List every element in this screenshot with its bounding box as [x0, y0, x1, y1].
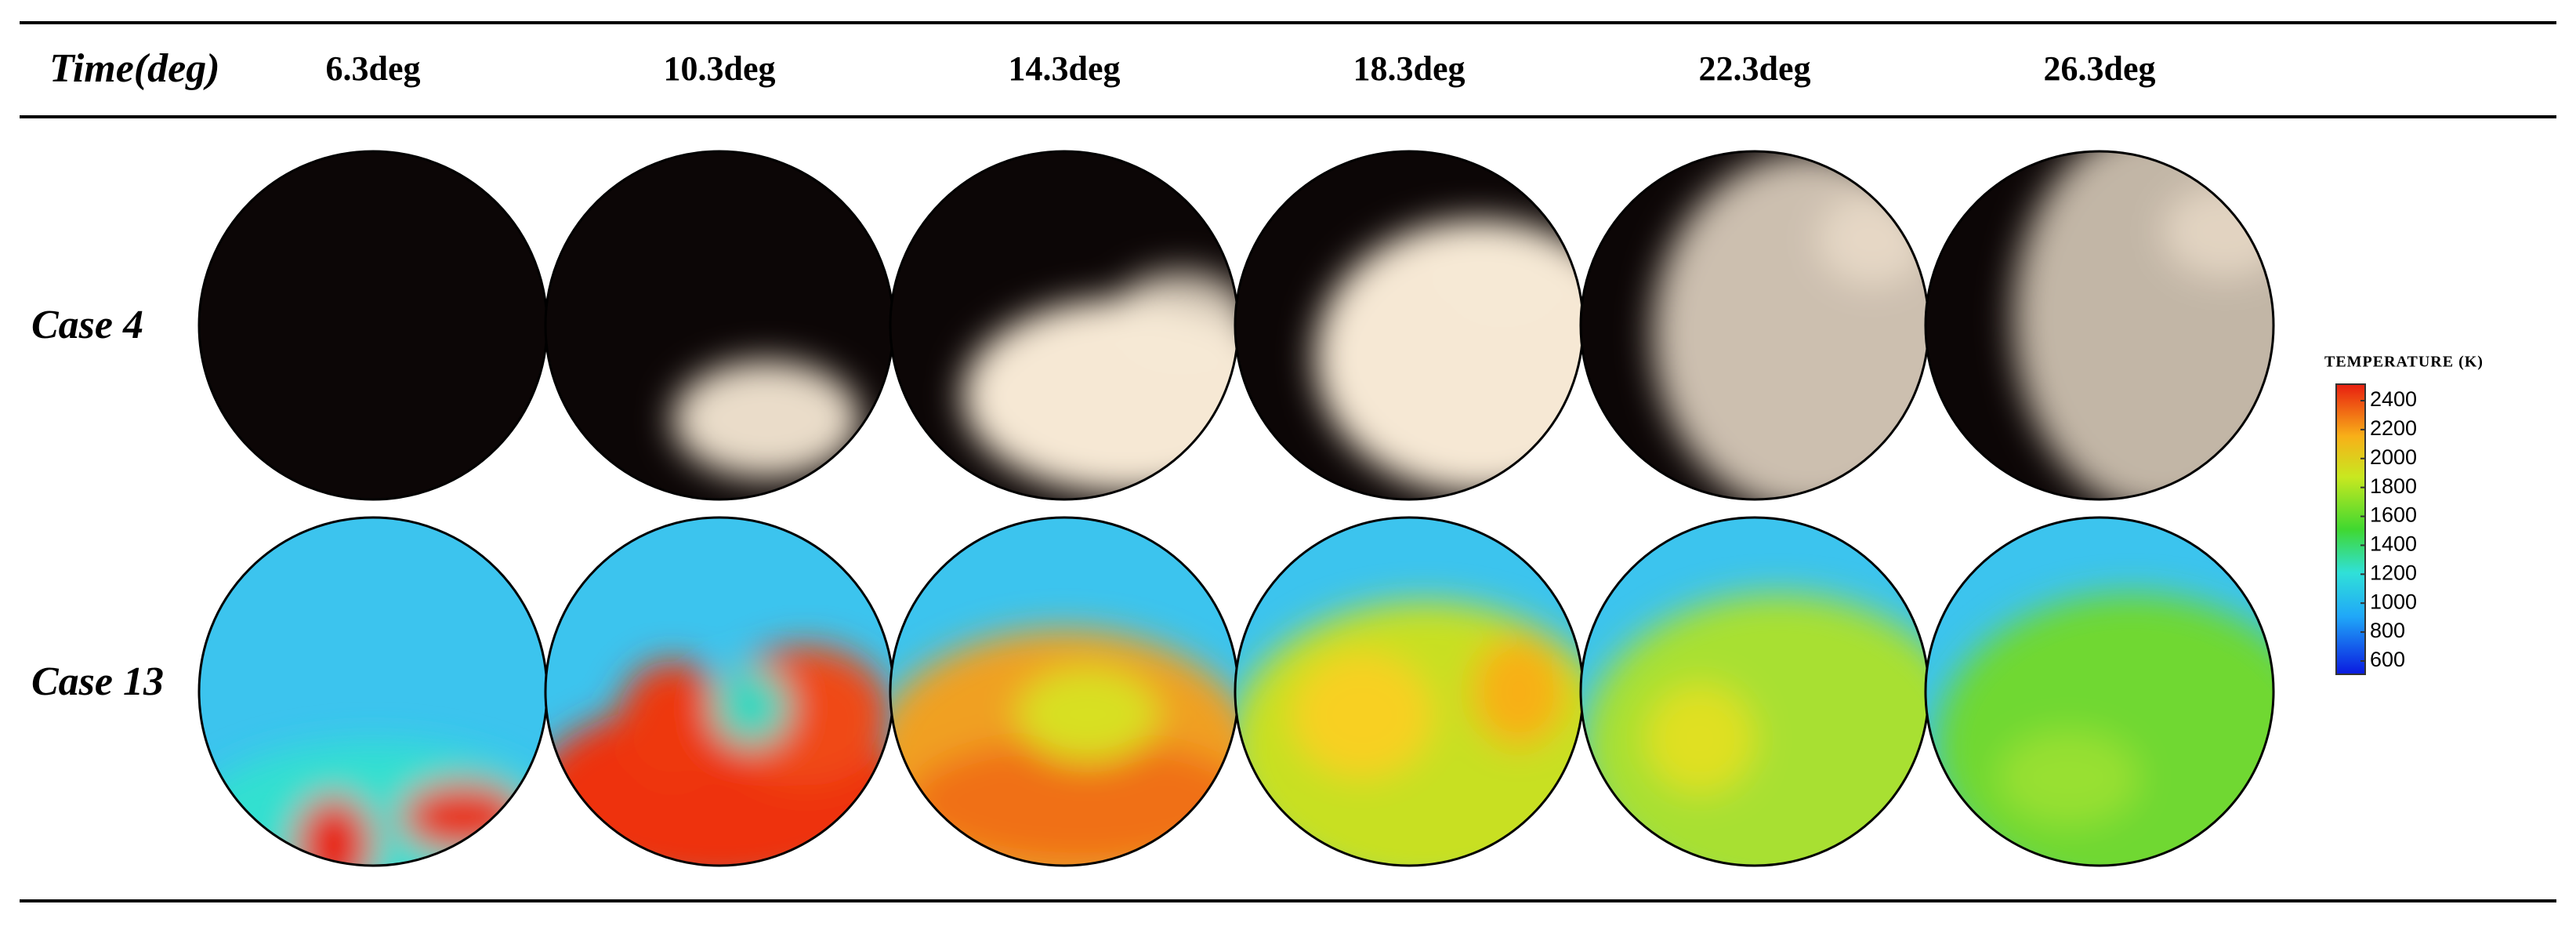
- colorbar-tick-label: 2200: [2370, 416, 2417, 440]
- colorbar-tick-label: 1800: [2370, 474, 2417, 498]
- temperature-region: [1292, 652, 1433, 778]
- time-label: 26.3deg: [2044, 49, 2156, 88]
- flame: [1817, 192, 1927, 286]
- colorbar-tick-label: 1400: [2370, 532, 2417, 556]
- colorbar-tick-label: 1200: [2370, 561, 2417, 584]
- row-label: Case 4: [31, 303, 143, 347]
- flame: [672, 361, 860, 478]
- blobs: [2013, 151, 2273, 499]
- cfd-image: [199, 517, 547, 866]
- flame: [1111, 271, 1238, 365]
- cfd-image: [1581, 517, 1929, 866]
- colorbar-tick-label: 800: [2370, 619, 2405, 642]
- cfd-image: [890, 517, 1238, 866]
- colorbar-tick-label: 1000: [2370, 590, 2417, 613]
- temperature-region: [618, 660, 727, 786]
- colorbar-tick-label: 1600: [2370, 503, 2417, 527]
- time-label: 22.3deg: [1699, 49, 1811, 88]
- colorbar-title: TEMPERATURE (K): [2324, 354, 2484, 371]
- photo-image: [199, 151, 547, 499]
- temperature-region: [1582, 594, 1929, 866]
- temperature-region: [1645, 684, 1755, 793]
- header-label: Time(deg): [49, 46, 220, 91]
- temperature-region: [1017, 668, 1158, 762]
- blobs: [1653, 153, 1929, 499]
- time-label: 18.3deg: [1353, 49, 1466, 88]
- outline: [1924, 516, 2275, 867]
- temperature-region: [199, 743, 547, 866]
- temperature-region: [1472, 637, 1566, 746]
- blobs: [890, 629, 1238, 866]
- blobs: [672, 361, 860, 478]
- time-label: 14.3deg: [1009, 49, 1121, 88]
- temperature-region: [1935, 594, 2273, 866]
- flame: [1653, 153, 1929, 499]
- flame: [1440, 223, 1566, 318]
- cfd-image: [545, 517, 893, 866]
- colorbar: [2335, 383, 2366, 675]
- colorbar-tick-label: 2000: [2370, 445, 2417, 469]
- row-label: Case 13: [31, 659, 164, 704]
- background: [199, 151, 547, 499]
- blobs: [1235, 601, 1583, 866]
- colorbar-tick-label: 2400: [2370, 387, 2417, 411]
- blobs: [1582, 594, 1929, 866]
- blobs: [199, 743, 547, 866]
- outline: [1924, 150, 2275, 501]
- flame: [2162, 184, 2273, 278]
- photo-image: [545, 151, 893, 499]
- temperature-region: [1235, 601, 1583, 866]
- time-label: 6.3deg: [326, 49, 421, 88]
- colorbar-tick-label: 600: [2370, 648, 2405, 671]
- photo-image: [890, 151, 1238, 499]
- photo-image: [1581, 151, 1929, 499]
- temperature-region: [712, 668, 790, 746]
- temperature-region: [1998, 731, 2139, 825]
- blobs: [1935, 594, 2273, 866]
- time-label: 10.3deg: [664, 49, 776, 88]
- temperature-region: [295, 796, 373, 866]
- flame: [2013, 151, 2273, 499]
- cfd-image: [1235, 517, 1583, 866]
- cfd-image: [1926, 517, 2273, 866]
